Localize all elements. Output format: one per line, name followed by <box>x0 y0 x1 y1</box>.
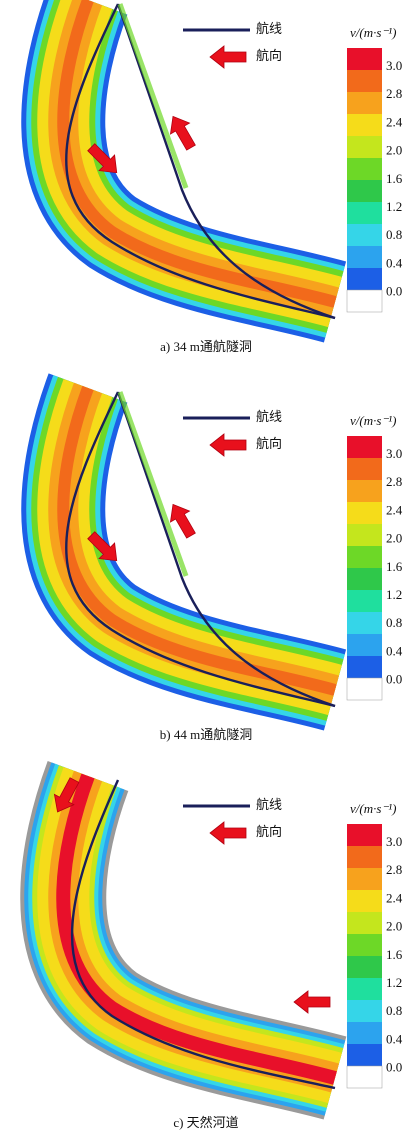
colorbar-label: 2.4 <box>386 890 403 905</box>
legend-direction-label: 航向 <box>256 824 282 839</box>
direction-arrow <box>294 991 330 1013</box>
channel-edge <box>120 392 186 576</box>
colorbar-cell <box>347 590 382 612</box>
colorbar-cell <box>347 224 382 246</box>
colorbar-label: 3.0 <box>386 834 402 849</box>
colorbar-label: 2.4 <box>386 502 403 517</box>
colorbar-title: v/(m·s⁻¹) <box>350 413 397 428</box>
direction-arrow <box>210 822 246 844</box>
colorbar-cell <box>347 158 382 180</box>
colorbar-cell <box>347 568 382 590</box>
figure: 航线航向v/(m·s⁻¹)3.02.82.42.01.61.20.80.40.0… <box>0 0 412 1148</box>
colorbar-cell <box>347 634 382 656</box>
colorbar-label: 1.6 <box>386 559 403 574</box>
colorbar-label: 0.4 <box>386 255 403 270</box>
colorbar-label: 2.0 <box>386 531 402 546</box>
colorbar-label: 1.6 <box>386 171 403 186</box>
colorbar-label: 2.8 <box>386 474 402 489</box>
colorbar-cell <box>347 92 382 114</box>
legend-route-label: 航线 <box>256 797 282 812</box>
colorbar-cell <box>347 956 382 978</box>
panel-caption: c) 天然河道 <box>173 1115 238 1130</box>
colorbar-cell <box>347 612 382 634</box>
colorbar-cell <box>347 202 382 224</box>
colorbar-cell <box>347 436 382 458</box>
channel-edge <box>120 4 186 188</box>
colorbar-cell <box>347 524 382 546</box>
colorbar-cell <box>347 978 382 1000</box>
colorbar-label: 0.8 <box>386 227 402 242</box>
colorbar-cell <box>347 656 382 678</box>
colorbar-label: 0.8 <box>386 1003 402 1018</box>
colorbar-cell <box>347 268 382 290</box>
colorbar-cell <box>347 846 382 868</box>
colorbar-cell <box>347 246 382 268</box>
colorbar-label: 1.2 <box>386 587 402 602</box>
colorbar-cell <box>347 824 382 846</box>
colorbar-title: v/(m·s⁻¹) <box>350 801 397 816</box>
colorbar-title: v/(m·s⁻¹) <box>350 25 397 40</box>
panel-caption: b) 44 m通航隧洞 <box>160 727 252 742</box>
colorbar-label: 2.0 <box>386 143 402 158</box>
direction-arrow <box>210 434 246 456</box>
colorbar-cell <box>347 546 382 568</box>
colorbar-label: 1.2 <box>386 975 402 990</box>
colorbar-label: 2.8 <box>386 862 402 877</box>
colorbar-cell <box>347 48 382 70</box>
colorbar-label: 0.0 <box>386 672 402 687</box>
colorbar-cell <box>347 1066 382 1088</box>
colorbar-cell <box>347 290 382 312</box>
panel-caption: a) 34 m通航隧洞 <box>160 339 252 354</box>
colorbar-label: 0.4 <box>386 1031 403 1046</box>
colorbar-label: 3.0 <box>386 58 402 73</box>
colorbar-cell <box>347 890 382 912</box>
direction-arrow <box>210 46 246 68</box>
legend-route-label: 航线 <box>256 21 282 36</box>
colorbar-cell <box>347 70 382 92</box>
colorbar-label: 2.8 <box>386 86 402 101</box>
colorbar-cell <box>347 934 382 956</box>
colorbar-label: 1.2 <box>386 199 402 214</box>
colorbar-cell <box>347 678 382 700</box>
colorbar-label: 1.6 <box>386 947 403 962</box>
colorbar-cell <box>347 480 382 502</box>
colorbar-label: 0.0 <box>386 284 402 299</box>
colorbar-cell <box>347 114 382 136</box>
legend-direction-label: 航向 <box>256 436 282 451</box>
legend-route-label: 航线 <box>256 409 282 424</box>
colorbar-cell <box>347 458 382 480</box>
colorbar-label: 0.4 <box>386 643 403 658</box>
colorbar-label: 2.4 <box>386 114 403 129</box>
colorbar-label: 0.0 <box>386 1060 402 1075</box>
colorbar-cell <box>347 136 382 158</box>
colorbar-label: 0.8 <box>386 615 402 630</box>
colorbar-cell <box>347 1044 382 1066</box>
legend-direction-label: 航向 <box>256 48 282 63</box>
colorbar-cell <box>347 868 382 890</box>
colorbar-cell <box>347 180 382 202</box>
colorbar-label: 3.0 <box>386 446 402 461</box>
colorbar-cell <box>347 502 382 524</box>
colorbar-cell <box>347 912 382 934</box>
colorbar-cell <box>347 1022 382 1044</box>
colorbar-label: 2.0 <box>386 919 402 934</box>
colorbar-cell <box>347 1000 382 1022</box>
